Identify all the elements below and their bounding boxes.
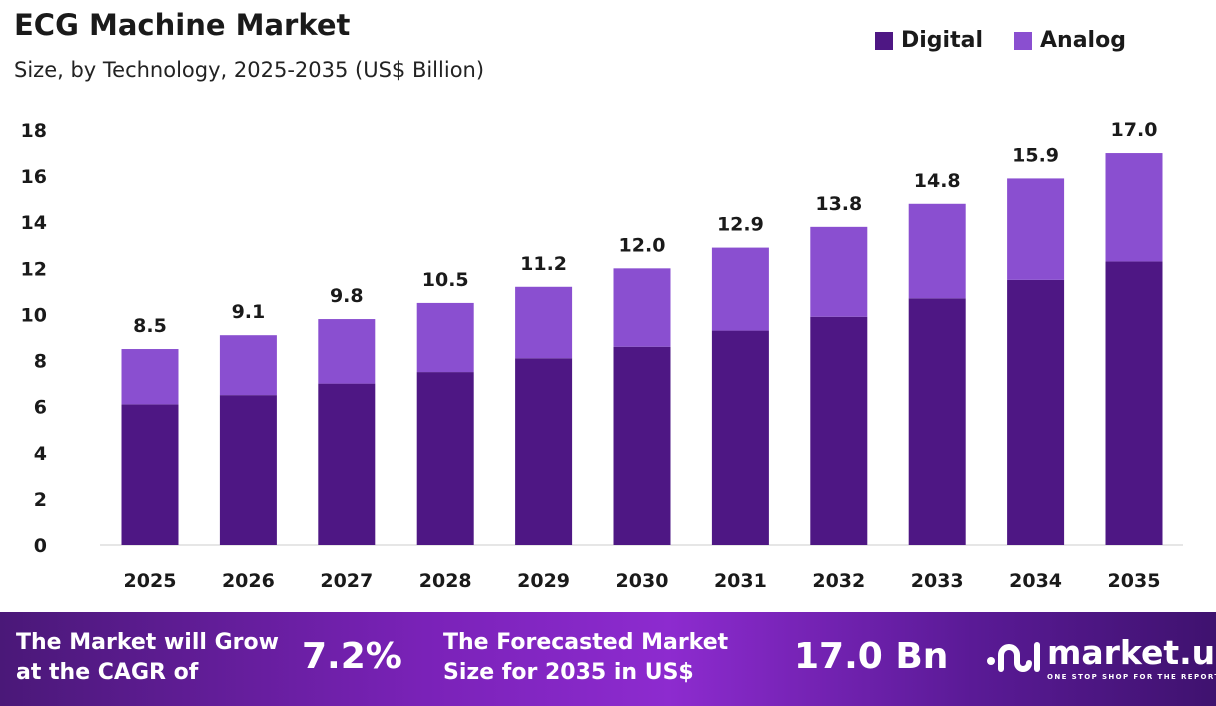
y-tick-label: 0: [34, 535, 47, 557]
legend-digital: Digital: [875, 28, 983, 53]
market-us-logo[interactable]: market.us ONE STOP SHOP FOR THE REPORTS: [985, 633, 1216, 681]
forecast-label-line: The Forecasted Market: [443, 630, 729, 655]
total-data-label: 14.8: [914, 170, 961, 192]
bar-analog: [416, 302, 474, 373]
bar-digital: [711, 330, 769, 545]
total-data-label: 17.0: [1111, 119, 1158, 141]
forecast-label: The Forecasted Market Size for 2035 in US…: [443, 628, 728, 688]
x-tick-label: 2026: [222, 570, 275, 592]
chart-subtitle: Size, by Technology, 2025-2035 (US$ Bill…: [14, 58, 485, 82]
y-tick-label: 10: [21, 304, 47, 326]
logo-tagline: ONE STOP SHOP FOR THE REPORTS: [1047, 673, 1216, 681]
x-tick-label: 2032: [812, 570, 865, 592]
bar-analog: [121, 349, 179, 405]
legend-label: Analog: [1040, 28, 1126, 53]
total-data-label: 11.2: [520, 253, 567, 275]
legend-label: Digital: [901, 28, 983, 53]
total-data-label: 10.5: [422, 269, 469, 291]
legend-swatch-analog: [1014, 31, 1032, 50]
y-tick-label: 18: [21, 120, 47, 142]
bar-analog: [1105, 153, 1163, 262]
x-tick-label: 2035: [1108, 570, 1161, 592]
y-tick-label: 2: [34, 489, 47, 511]
x-tick-label: 2033: [911, 570, 964, 592]
cagr-label-line: at the CAGR of: [16, 660, 199, 685]
x-tick-label: 2025: [124, 570, 177, 592]
bar-analog: [810, 226, 868, 317]
bar-analog: [318, 319, 376, 384]
x-tick-label: 2031: [714, 570, 767, 592]
bar-analog: [1007, 178, 1065, 280]
bar-analog: [908, 203, 966, 299]
total-data-label: 12.0: [619, 234, 666, 256]
bar-digital: [908, 298, 966, 545]
cagr-label: The Market will Grow at the CAGR of: [16, 628, 279, 688]
y-tick-label: 8: [34, 351, 47, 373]
bar-digital: [1105, 261, 1163, 545]
forecast-label-line: Size for 2035 in US$: [443, 660, 694, 685]
y-tick-label: 6: [34, 397, 47, 419]
bar-digital: [318, 383, 376, 545]
x-tick-label: 2027: [320, 570, 373, 592]
x-tick-label: 2034: [1009, 570, 1062, 592]
x-tick-label: 2029: [517, 570, 570, 592]
legend-swatch-digital: [875, 31, 893, 50]
logo-icon: [987, 642, 1040, 672]
bar-analog: [219, 335, 277, 396]
bar-digital: [1007, 279, 1065, 545]
total-data-label: 15.9: [1012, 144, 1059, 166]
total-data-label: 12.9: [717, 214, 764, 236]
bar-digital: [810, 316, 868, 545]
total-data-label: 9.8: [330, 285, 364, 307]
bar-digital: [121, 404, 179, 545]
y-tick-label: 16: [21, 166, 47, 188]
legend-analog: Analog: [1014, 28, 1126, 53]
x-tick-label: 2030: [616, 570, 669, 592]
x-tick-label: 2028: [419, 570, 472, 592]
y-tick-label: 12: [21, 258, 47, 280]
bar-analog: [613, 268, 671, 347]
y-tick-label: 4: [34, 443, 47, 465]
bar-digital: [219, 395, 277, 545]
bar-analog: [711, 247, 769, 331]
forecast-value: 17.0 Bn: [794, 636, 949, 677]
bar-digital: [416, 372, 474, 545]
bar-analog: [515, 286, 573, 359]
bar-digital: [613, 346, 671, 545]
y-tick-label: 14: [21, 212, 47, 234]
cagr-label-line: The Market will Grow: [16, 630, 279, 655]
total-data-label: 8.5: [133, 315, 167, 337]
chart-title: ECG Machine Market: [14, 8, 351, 42]
bar-chart: 0 2 4 6 8 10 12 14 16 18 8.5 2025 9.1 2026 9.8 2027 10.5…: [21, 119, 1183, 592]
total-data-label: 13.8: [815, 193, 862, 215]
logo-name: market.us: [1047, 633, 1216, 672]
total-data-label: 9.1: [232, 301, 266, 323]
cagr-value: 7.2%: [302, 636, 402, 677]
footer-banner: The Market will Grow at the CAGR of 7.2% …: [0, 612, 1216, 706]
bar-digital: [515, 358, 573, 545]
